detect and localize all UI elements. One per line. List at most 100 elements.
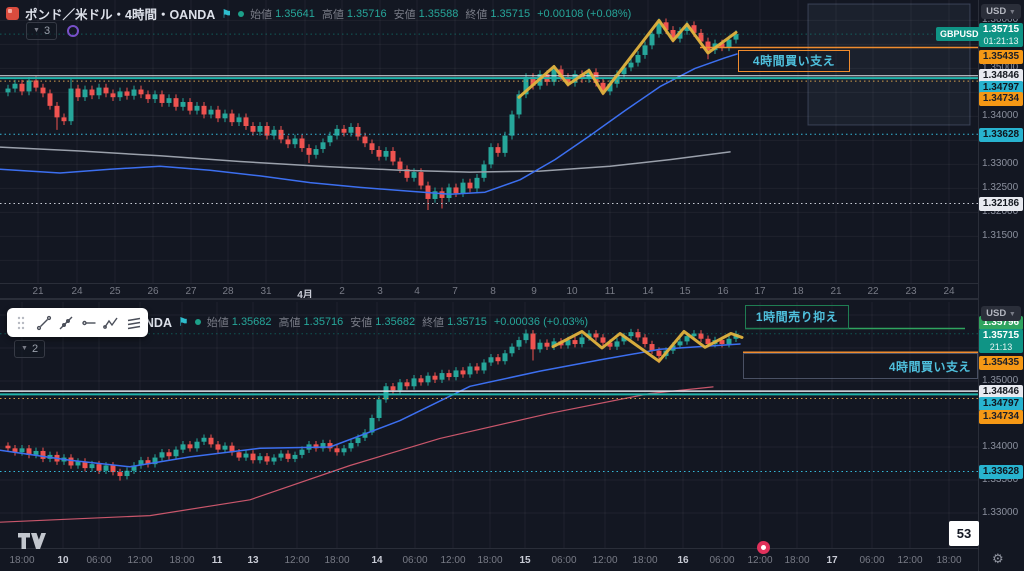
candle [341, 448, 347, 453]
countdown-timer: 01:21:13 [983, 36, 1019, 47]
candle [516, 340, 522, 347]
annotation-box[interactable]: 4時間買い支え [743, 353, 978, 380]
extended-line-icon[interactable] [56, 311, 77, 334]
price-badge: 1.34797 [979, 396, 1023, 411]
candle [425, 375, 431, 383]
price-scale-label: 1.33000 [982, 507, 1019, 518]
ohlc-value: 1.35715 [490, 7, 531, 20]
trend-line-icon[interactable] [34, 311, 55, 334]
symbol-title-clipped[interactable]: ポンド／米ドル・1時間・OANDA [146, 312, 172, 332]
settings-gear-icon[interactable]: ⚙ [992, 551, 1004, 566]
grid-layer [0, 302, 978, 548]
flag-icon[interactable]: ⚑ [221, 6, 233, 21]
time-axis-label: 24 [71, 286, 83, 297]
time-axis-label: 15 [679, 286, 691, 297]
time-axis-label: 06:00 [551, 555, 577, 566]
drawing-toolbar[interactable] [7, 308, 148, 337]
candle [691, 333, 697, 337]
price-scale-label: 1.34000 [982, 441, 1019, 452]
symbol-title[interactable]: ポンド／米ドル・4時間・OANDA [25, 8, 216, 22]
polyline-icon[interactable] [101, 311, 122, 334]
indicator-count: 2 [31, 343, 39, 355]
time-axis-label: 25 [109, 286, 121, 297]
annotation-box[interactable]: 4時間買い支え [738, 49, 850, 72]
time-axis-bottom[interactable]: 18:00 10 06:00 12:00 18:00 11 13 12:00 18:00 14 06… [0, 548, 1024, 571]
currency-toggle-bottom[interactable]: USD ▼ [981, 306, 1021, 321]
counter-label[interactable]: 53 [949, 521, 979, 546]
time-axis-label: 26 [147, 286, 159, 297]
indicator-count-badge[interactable]: ▼ 3 [26, 22, 58, 40]
candle [236, 117, 242, 123]
price-badge: 1.35715 21:13 [979, 328, 1023, 353]
price-scale-label: 1.33500 [982, 474, 1019, 485]
pane-separator[interactable] [0, 298, 1024, 300]
fast-ma-line [0, 53, 738, 195]
candle [327, 443, 333, 449]
zigzag-drawing[interactable] [517, 18, 738, 99]
time-axis-top[interactable]: 21 24 25 26 27 28 31 4月 2 3 4 7 8 9 10 11 14 15 16 17 18 21 22… [0, 283, 1024, 301]
candle [19, 83, 25, 92]
indicator-count: 3 [43, 25, 51, 37]
candle [278, 129, 284, 140]
annotation-box[interactable]: 1時間売り抑え [745, 304, 849, 329]
ohlc-label: 始値 [206, 317, 229, 329]
time-axis-label: 13 [247, 555, 259, 566]
flag-icon[interactable]: ⚑ [178, 315, 189, 329]
chart-canvas[interactable] [0, 302, 978, 548]
candle [75, 461, 81, 466]
candle [12, 448, 18, 453]
time-axis-label: 23 [905, 286, 917, 297]
candle [334, 448, 340, 453]
candle [166, 452, 172, 457]
currency-label: USD [986, 6, 1007, 17]
horizontal-ray-icon[interactable] [79, 311, 100, 334]
drag-handle-icon[interactable] [11, 311, 32, 334]
candle [61, 117, 67, 122]
candle [530, 77, 536, 86]
price-scale-label: 1.32500 [982, 182, 1019, 194]
candle [166, 98, 172, 103]
candle [726, 39, 732, 48]
chevron-down-icon: ▼ [1008, 311, 1016, 318]
time-axis-label: 16 [717, 286, 729, 297]
currency-label: USD [986, 308, 1007, 319]
currency-toggle-top[interactable]: USD ▼ [981, 4, 1021, 19]
candle [593, 333, 599, 338]
pane-top[interactable] [0, 0, 978, 283]
time-axis-label: 27 [185, 286, 197, 297]
parallel-channel-icon[interactable] [124, 311, 145, 334]
ohlc-label: 終値 [422, 317, 445, 329]
tradingview-logo[interactable] [18, 533, 46, 549]
candle [488, 357, 494, 363]
candle [579, 337, 585, 345]
candle [355, 126, 361, 137]
time-axis-label: 18:00 [169, 555, 195, 566]
indicator-count-badge[interactable]: ▼ 2 [14, 340, 46, 358]
time-axis-label: 18:00 [477, 555, 503, 566]
candle [705, 41, 711, 51]
zigzag-drawing[interactable] [551, 330, 744, 363]
selection-region[interactable] [807, 3, 971, 126]
candle [537, 342, 543, 350]
candle [726, 338, 732, 345]
badge-row-top: ▼ 3 [26, 22, 80, 40]
candle [208, 109, 214, 115]
candle [481, 164, 487, 178]
candle [124, 470, 130, 477]
candle [397, 382, 403, 391]
time-axis-label: 24 [943, 286, 955, 297]
event-marker-icon[interactable] [757, 541, 770, 554]
pane-bottom[interactable] [0, 302, 978, 548]
candle [684, 25, 690, 31]
candle [474, 366, 480, 371]
chart-canvas[interactable] [0, 0, 978, 283]
candle [215, 109, 221, 119]
candle [257, 126, 263, 132]
time-axis-label: 10 [57, 555, 69, 566]
candle [698, 333, 704, 339]
countdown-timer: 21:13 [989, 341, 1013, 352]
candle [439, 191, 445, 198]
slow-ma-line [0, 386, 714, 523]
time-axis-label: 15 [519, 555, 531, 566]
indicator-icon[interactable] [67, 25, 80, 37]
